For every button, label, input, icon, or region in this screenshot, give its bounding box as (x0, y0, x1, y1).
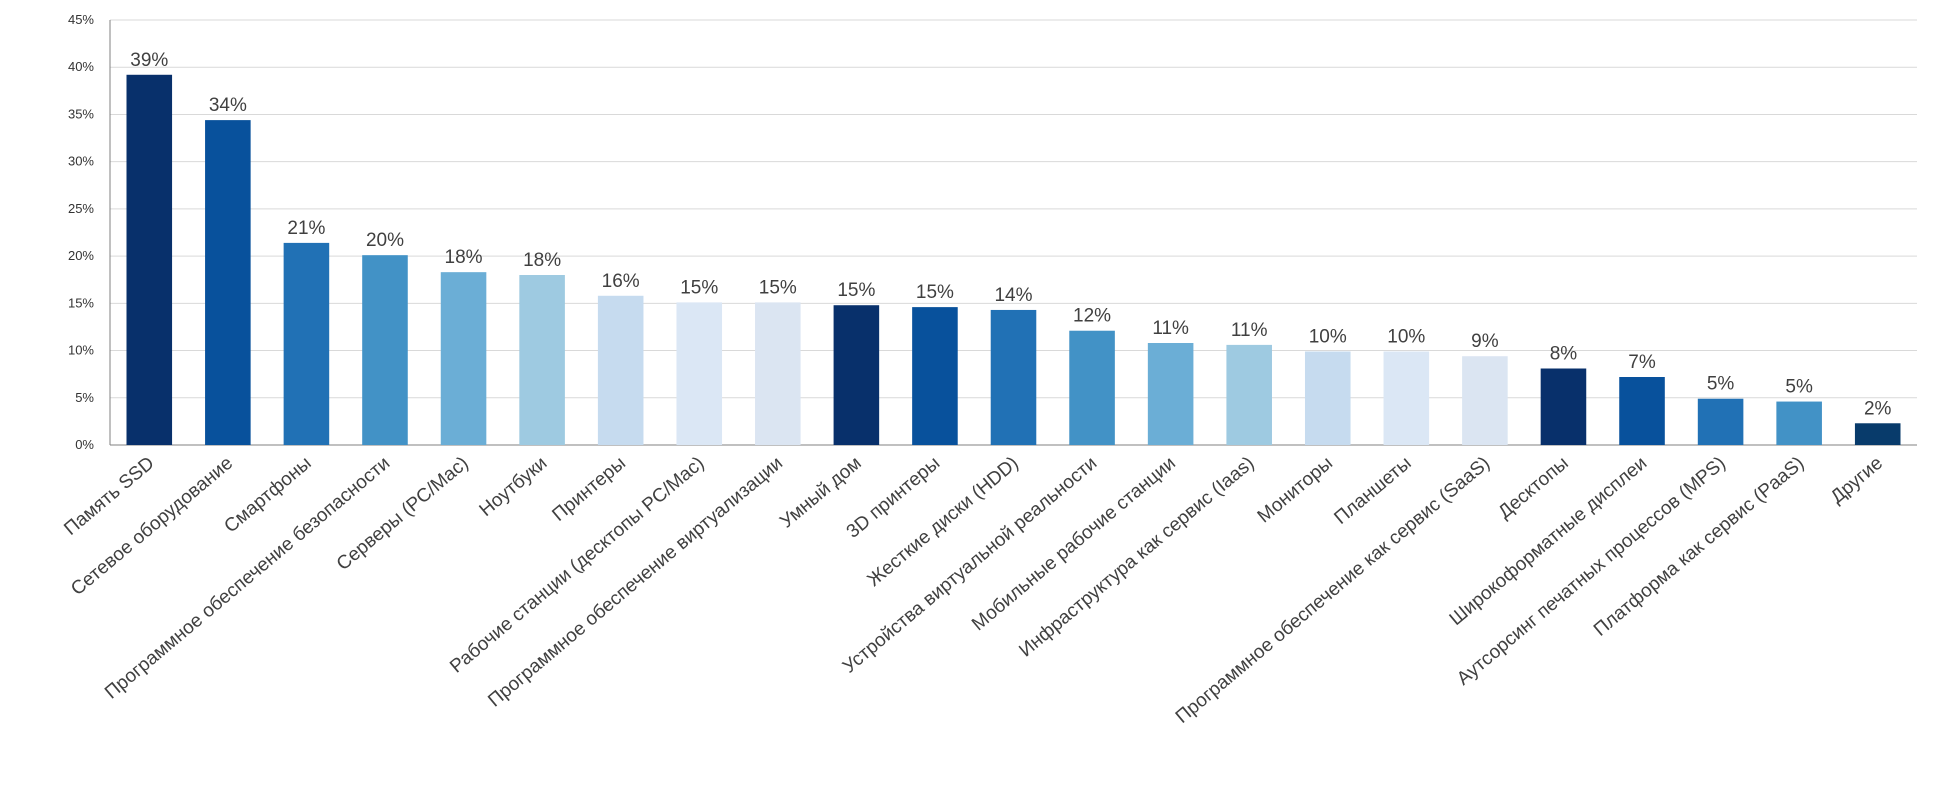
data-labels: 39% 34% 21% 20% 18% 18% 16% 15% 15% 15% 15% 14% 12% 1… (130, 50, 1892, 419)
bar (912, 307, 958, 445)
bar (1147, 343, 1194, 445)
bar (362, 255, 408, 445)
category-label: Жесткие диски (HDD) (864, 453, 1023, 591)
y-tick-label: 20% (68, 248, 94, 263)
category-label: Ноутбуки (476, 453, 552, 521)
data-label: 15% (680, 277, 718, 298)
bar (1069, 330, 1115, 445)
data-label: 2% (1864, 398, 1892, 419)
data-label: 20% (366, 230, 404, 251)
bar (519, 275, 565, 445)
y-tick-label: 0% (75, 437, 94, 452)
bar (205, 120, 251, 445)
bar (597, 295, 644, 445)
data-label: 14% (994, 285, 1032, 306)
data-label: 15% (916, 282, 954, 303)
y-tick-label: 25% (68, 201, 94, 216)
category-label: Программное обеспечение виртуализации (484, 453, 787, 712)
data-label: 15% (759, 277, 797, 298)
bar (1619, 377, 1665, 445)
data-label: 16% (602, 271, 640, 292)
bar (1697, 398, 1744, 445)
y-tick-label: 10% (68, 343, 94, 358)
y-tick-label: 35% (68, 106, 94, 121)
data-label: 11% (1231, 320, 1268, 341)
y-tick-label: 5% (75, 390, 94, 405)
y-tick-label: 45% (68, 12, 94, 27)
data-label: 18% (445, 247, 483, 268)
category-label: Программное обеспечение безопасности (101, 453, 394, 704)
bar (1383, 351, 1430, 445)
bar (1304, 351, 1351, 445)
category-label: Другие (1827, 453, 1887, 508)
bar (676, 302, 723, 445)
data-label: 12% (1073, 306, 1111, 327)
bar (440, 272, 487, 445)
data-label: 10% (1387, 327, 1425, 348)
data-label: 8% (1550, 344, 1578, 365)
category-label: Аутсорсинг печатных процессов (MPS) (1453, 453, 1730, 690)
category-label: Серверы (PC/Mac) (333, 453, 473, 575)
data-label: 10% (1309, 327, 1347, 348)
data-label: 34% (209, 95, 247, 116)
bar (126, 74, 173, 446)
data-label: 9% (1471, 331, 1499, 352)
category-label: Мониторы (1254, 453, 1337, 528)
bars (126, 74, 1901, 446)
y-tick-label: 15% (68, 295, 94, 310)
bar (1462, 356, 1508, 445)
y-tick-label: 40% (68, 59, 94, 74)
bar (1776, 401, 1822, 445)
category-label: Сетевое оборудование (67, 453, 237, 600)
bar (755, 302, 801, 445)
y-axis-ticks: 0% 5% 10% 15% 20% 25% 30% 35% 40% 45% (68, 12, 94, 452)
bar (1540, 368, 1587, 445)
data-label: 5% (1707, 374, 1735, 395)
category-label: Десктопы (1494, 453, 1572, 523)
data-label: 21% (287, 218, 325, 239)
bar (833, 305, 880, 445)
data-label: 5% (1785, 377, 1813, 398)
bar (283, 242, 330, 445)
bar (1226, 344, 1272, 445)
data-label: 7% (1628, 352, 1656, 373)
bar (990, 309, 1037, 445)
bar (1854, 423, 1901, 445)
data-label: 39% (130, 50, 168, 71)
data-label: 15% (837, 280, 875, 301)
category-label: Принтеры (549, 453, 630, 526)
grid-lines (110, 19, 1917, 399)
y-tick-label: 30% (68, 154, 94, 169)
data-label: 11% (1152, 318, 1189, 339)
data-label: 18% (523, 250, 561, 271)
